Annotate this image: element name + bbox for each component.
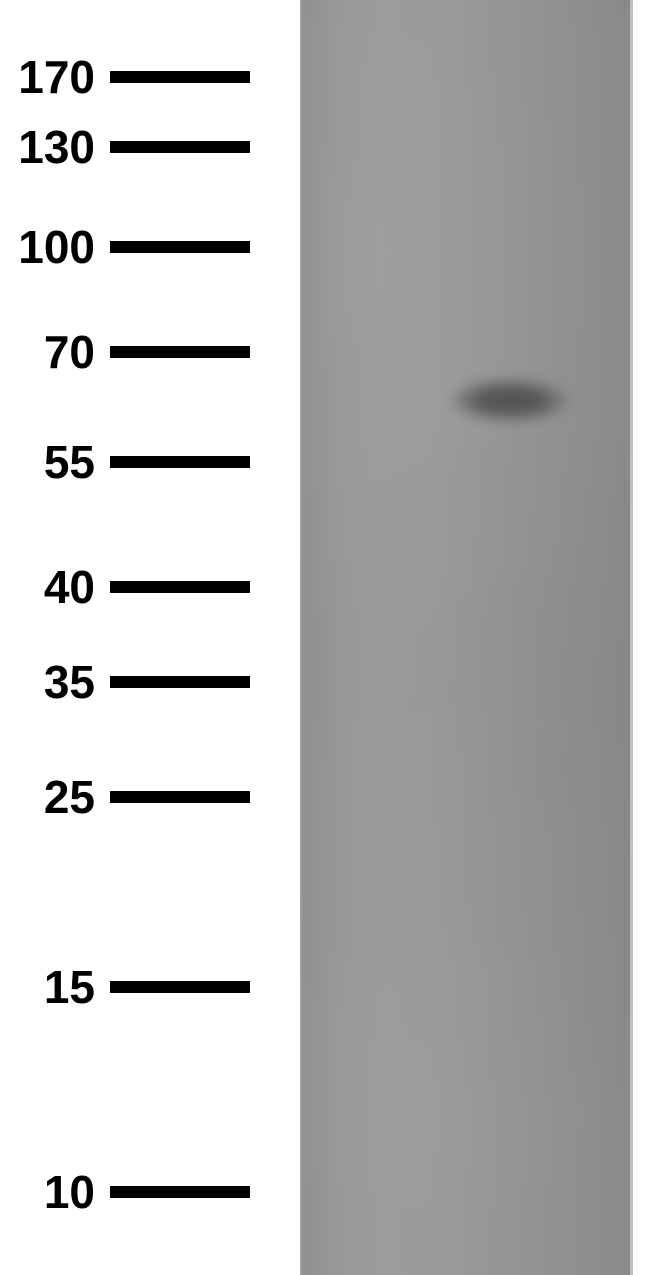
ladder-marker-170: 170 bbox=[0, 50, 300, 104]
ladder-tick bbox=[110, 981, 250, 993]
ladder-marker-70: 70 bbox=[0, 325, 300, 379]
membrane-right-edge bbox=[630, 0, 650, 1275]
ladder-label: 40 bbox=[0, 560, 110, 614]
protein-band-lane2 bbox=[450, 378, 570, 423]
ladder-marker-55: 55 bbox=[0, 435, 300, 489]
ladder-marker-10: 10 bbox=[0, 1165, 300, 1219]
ladder-tick bbox=[110, 676, 250, 688]
ladder-label: 15 bbox=[0, 960, 110, 1014]
membrane-right-border bbox=[630, 0, 633, 1275]
western-blot: 170 130 100 70 55 40 35 25 15 10 bbox=[0, 0, 650, 1275]
ladder-tick bbox=[110, 581, 250, 593]
ladder-marker-25: 25 bbox=[0, 770, 300, 824]
ladder-tick bbox=[110, 791, 250, 803]
ladder-tick bbox=[110, 346, 250, 358]
ladder-label: 10 bbox=[0, 1165, 110, 1219]
ladder-label: 170 bbox=[0, 50, 110, 104]
ladder-tick bbox=[110, 71, 250, 83]
ladder-tick bbox=[110, 456, 250, 468]
ladder-label: 70 bbox=[0, 325, 110, 379]
ladder-label: 55 bbox=[0, 435, 110, 489]
ladder-marker-40: 40 bbox=[0, 560, 300, 614]
ladder-tick bbox=[110, 1186, 250, 1198]
ladder-label: 130 bbox=[0, 120, 110, 174]
ladder-label: 35 bbox=[0, 655, 110, 709]
ladder-marker-35: 35 bbox=[0, 655, 300, 709]
ladder-tick bbox=[110, 141, 250, 153]
blot-membrane bbox=[300, 0, 630, 1275]
lane-divider bbox=[300, 0, 302, 1275]
ladder-tick bbox=[110, 241, 250, 253]
ladder-marker-130: 130 bbox=[0, 120, 300, 174]
ladder-marker-15: 15 bbox=[0, 960, 300, 1014]
ladder-label: 25 bbox=[0, 770, 110, 824]
ladder-marker-100: 100 bbox=[0, 220, 300, 274]
ladder-label: 100 bbox=[0, 220, 110, 274]
molecular-weight-ladder: 170 130 100 70 55 40 35 25 15 10 bbox=[0, 0, 300, 1275]
